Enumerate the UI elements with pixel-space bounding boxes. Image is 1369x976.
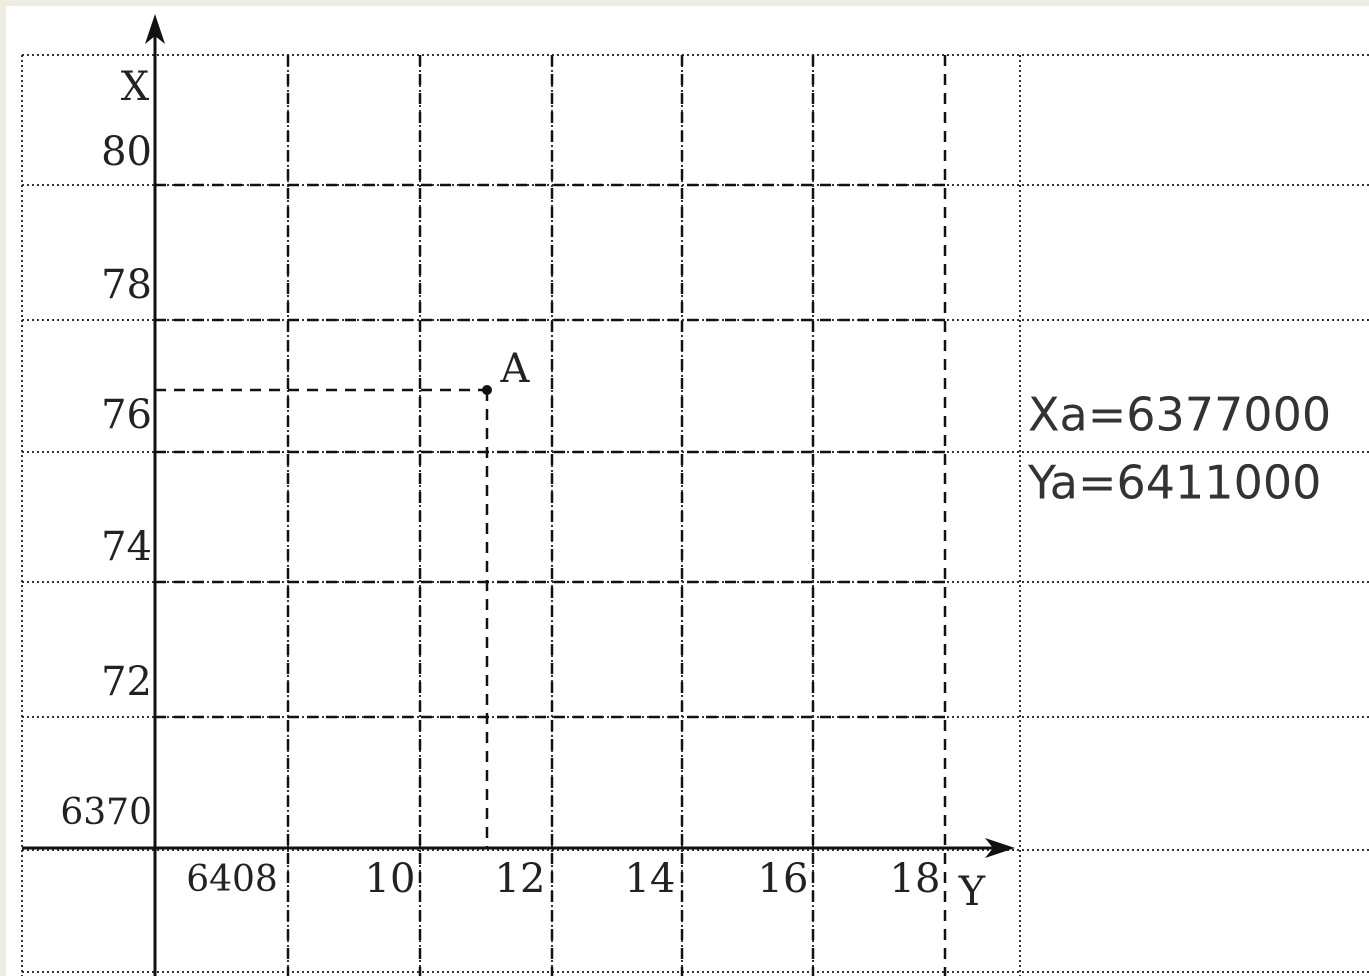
dashed-grid [155,55,947,976]
x-tick-label: 72 [101,659,152,705]
y-tick-label: 10 [365,856,416,902]
y-tick-label: 16 [758,856,809,902]
x-axis-label: X [121,64,150,110]
annotation: Xa=6377000 [1028,388,1331,442]
point-label: A [500,346,531,392]
y-tick-label: 18 [890,856,941,902]
y-tick-label: 12 [495,856,546,902]
x-tick-label: 6370 [60,792,152,833]
y-axis-label: Y [958,869,986,915]
y-tick-label: 14 [625,856,676,902]
x-tick-label: 74 [101,524,152,570]
x-tick-label: 76 [101,392,152,438]
x-tick-label: 78 [101,262,152,308]
y-tick-label: 6408 [186,859,278,900]
point-a [482,385,492,395]
x-tick-label: 80 [101,129,152,175]
paper [6,6,1369,976]
annotation: Ya=6411000 [1027,456,1321,510]
axes [22,14,1015,976]
